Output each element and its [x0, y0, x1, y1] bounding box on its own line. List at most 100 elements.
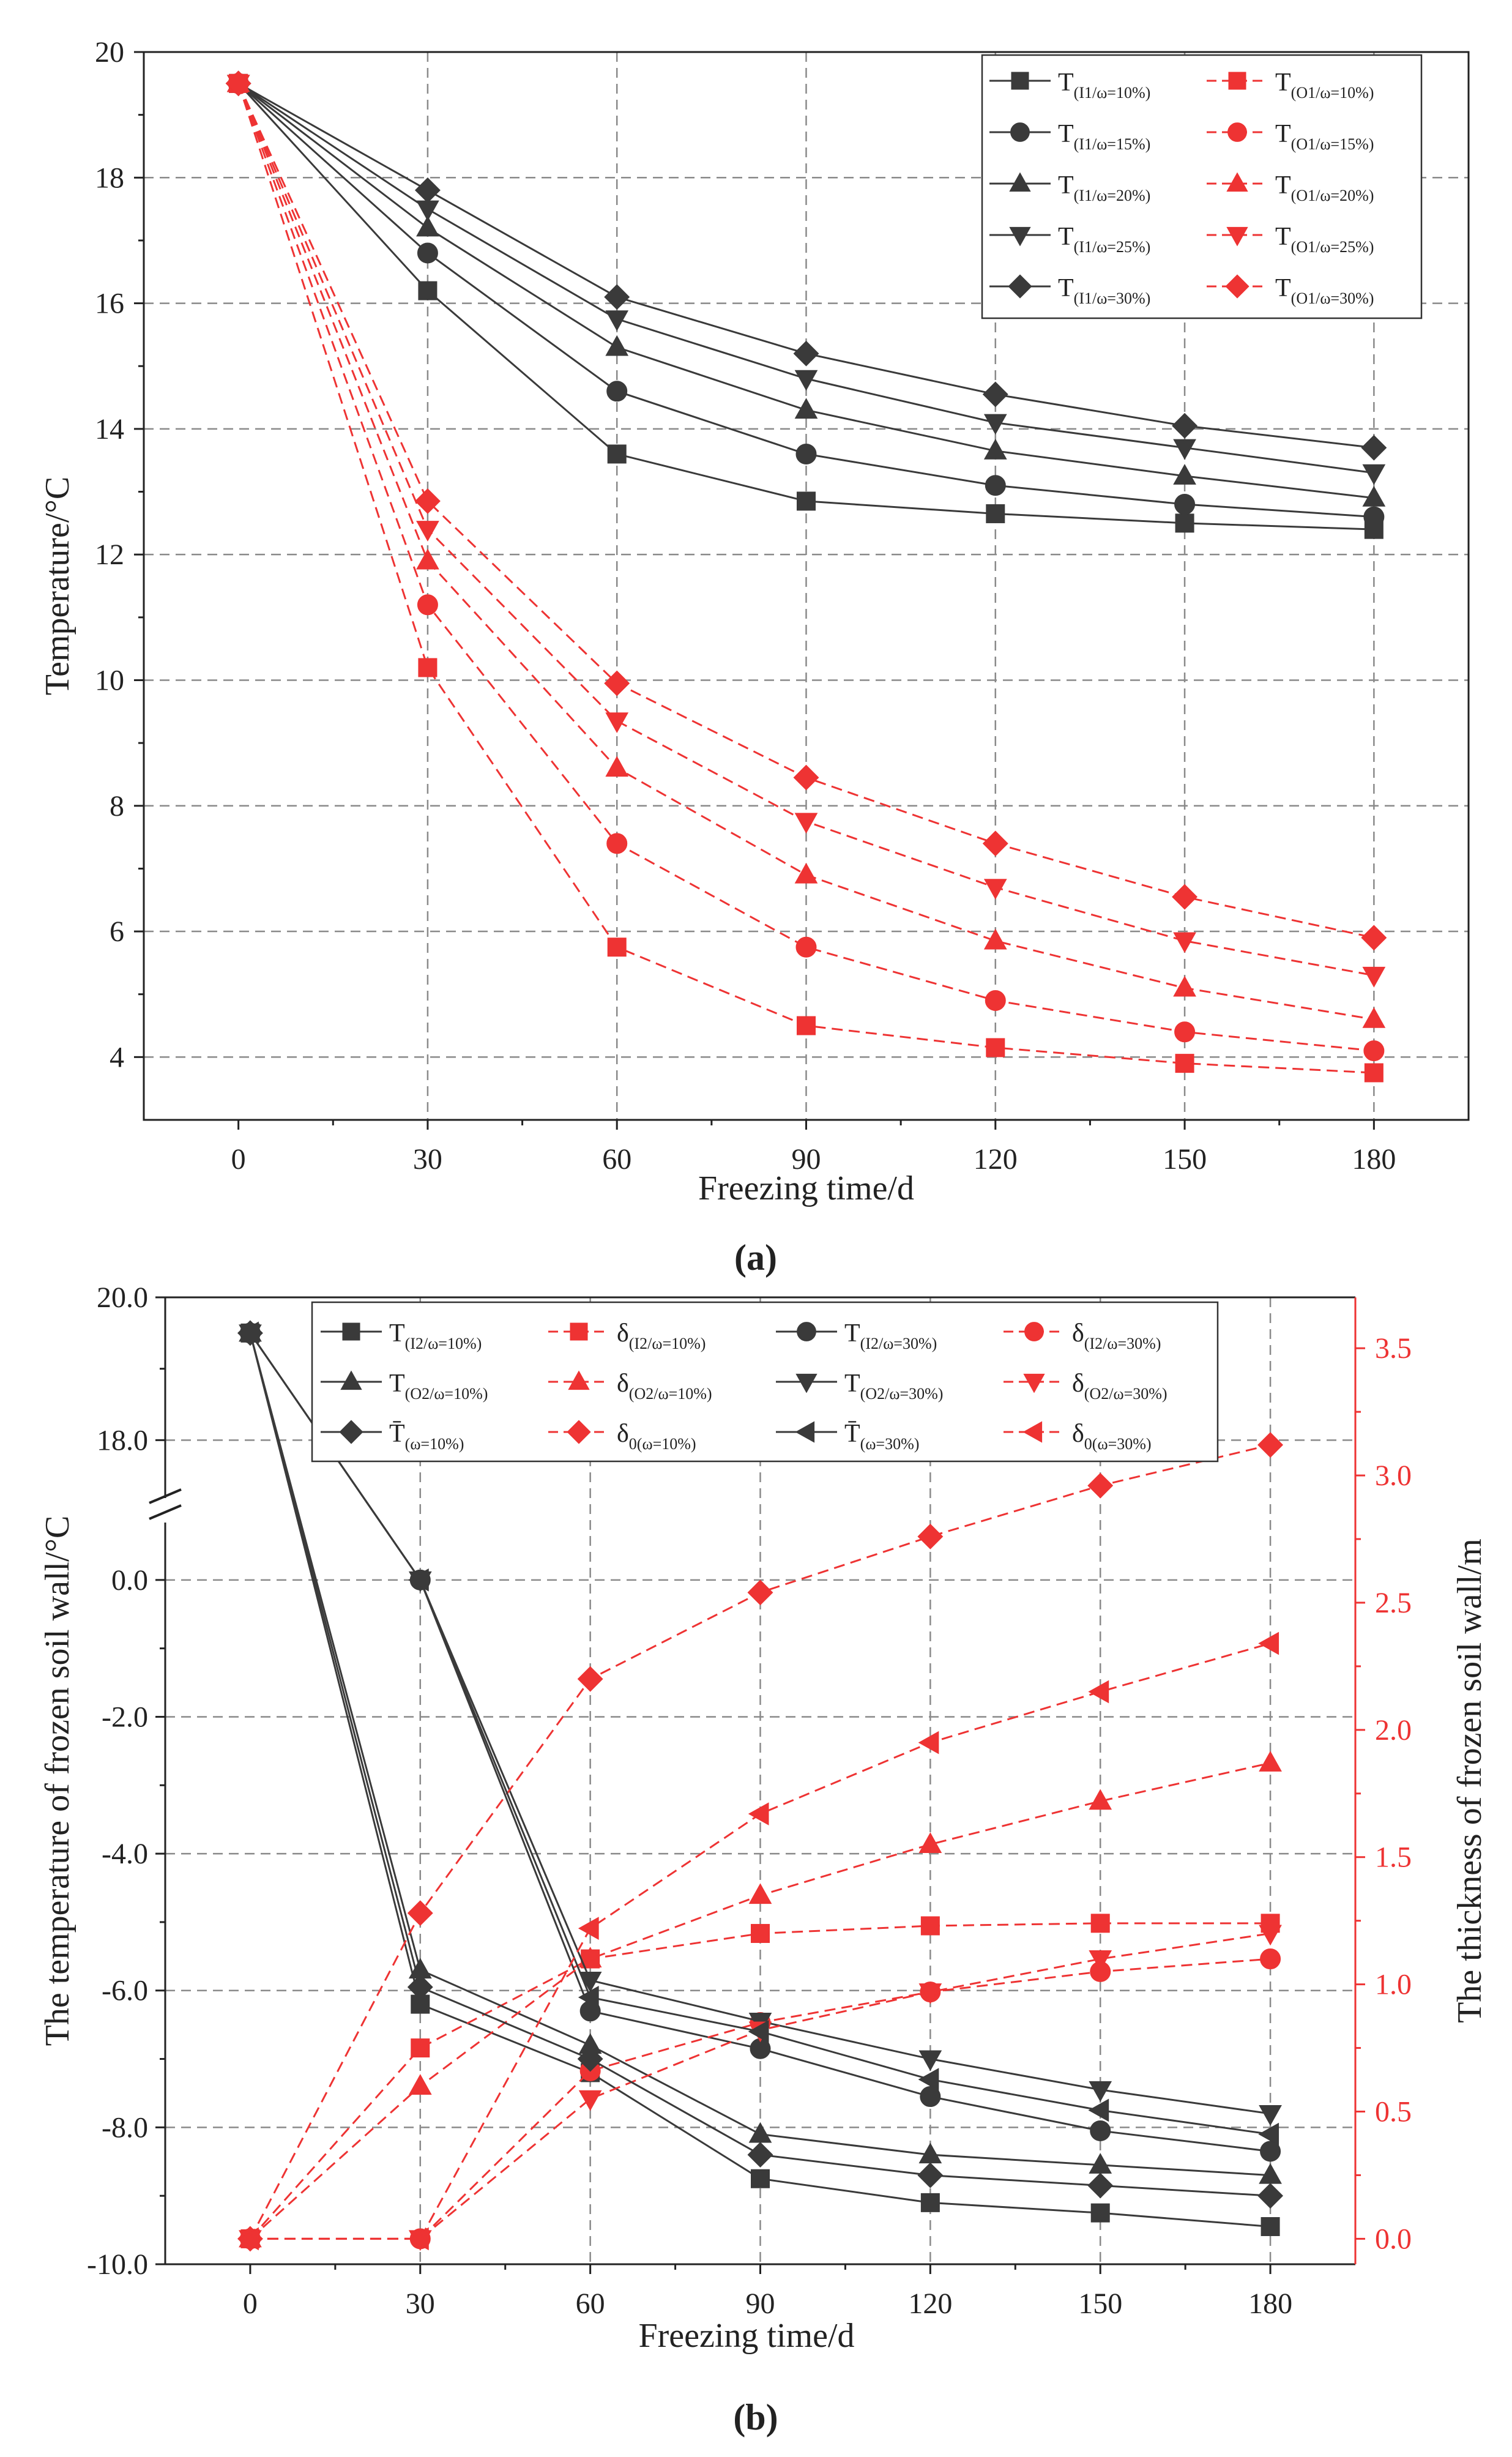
- y-tick-label: 18: [95, 162, 124, 194]
- data-point: [920, 2086, 941, 2108]
- data-point: [225, 70, 251, 97]
- data-point: [794, 370, 818, 391]
- data-point: [1259, 1925, 1282, 1946]
- data-point: [1362, 464, 1386, 485]
- y-axis-title: The temperature of frozen soil wall/°C: [39, 1516, 76, 2046]
- data-point: [577, 1666, 603, 1692]
- data-point: [1088, 1680, 1109, 1704]
- legend-label: T(O2/ω=10%): [389, 1370, 488, 1403]
- data-point: [1087, 1472, 1114, 1499]
- data-point: [747, 1579, 773, 1606]
- y-axis-title: Temperature/°C: [39, 477, 76, 695]
- data-point: [1258, 1631, 1279, 1655]
- legend-entry-o2-30: δ(O2/ω=30%): [1004, 1370, 1168, 1403]
- legend-marker: [1009, 226, 1031, 247]
- legend-label: T(I1/ω=10%): [1058, 69, 1150, 102]
- data-point: [1257, 2183, 1284, 2209]
- legend-entry-o2-10: δ(O2/ω=10%): [548, 1370, 712, 1403]
- legend-marker: [1227, 122, 1247, 142]
- data-point: [794, 862, 818, 884]
- legend-entry-t-i1-30: T(I1/ω=30%): [989, 274, 1150, 307]
- x-tick-label: 30: [406, 2287, 435, 2320]
- legend-b: T(I2/ω=10%) δ(I2/ω=10%) T(I2/ω=30%) δ(I2/ω=…: [311, 1301, 1219, 1463]
- y-tick-label: 0.0: [111, 1564, 148, 1597]
- data-point: [607, 444, 627, 464]
- legend-entry-t-o2-10: T(O2/ω=10%): [321, 1370, 488, 1403]
- legend-marker: [342, 1322, 360, 1341]
- y-tick-label: -2.0: [102, 1701, 148, 1733]
- data-point: [1261, 2217, 1280, 2236]
- x-tick-label: 0: [231, 1143, 246, 1176]
- data-point: [793, 340, 819, 367]
- x-tick-label: 150: [1078, 2287, 1122, 2320]
- data-point: [920, 1916, 940, 1936]
- legend-marker: [1008, 274, 1032, 299]
- data-point: [797, 1016, 816, 1035]
- data-point: [1259, 1751, 1282, 1772]
- data-point: [1257, 1432, 1284, 1458]
- data-point: [748, 2122, 772, 2143]
- data-point: [408, 1568, 429, 1592]
- legend-entry-t-i2-30: T(I2/ω=30%): [776, 1319, 937, 1352]
- data-point: [606, 833, 628, 854]
- legend-a: T(I1/ω=10%) T(O1/ω=10%) T(I1/ω=15%) T(O1/ω=…: [981, 54, 1423, 319]
- legend-marker: [568, 1370, 590, 1390]
- data-point: [1089, 2081, 1112, 2102]
- data-point: [748, 1802, 769, 1825]
- x-tick-label: 150: [1163, 1143, 1207, 1176]
- legend-entry-t-i1-20: T(I1/ω=20%): [989, 171, 1150, 204]
- legend-entry-t-o1-20: T(O1/ω=20%): [1207, 171, 1374, 204]
- data-point: [1260, 1948, 1281, 1970]
- data-point: [1173, 975, 1196, 997]
- series-0-30: [238, 1631, 1279, 2251]
- caption-b: (b): [733, 2397, 778, 2437]
- x-axis-b: 0 30 60 90 120 150 180: [243, 2264, 1292, 2320]
- data-point: [1090, 2203, 1110, 2223]
- legend-label: δ(I2/ω=30%): [1072, 1319, 1161, 1352]
- legend-label: T(O1/ω=30%): [1275, 274, 1374, 307]
- data-point: [1087, 2172, 1114, 2199]
- legend-marker: [1228, 72, 1246, 90]
- y-tick-label: 10: [95, 664, 124, 696]
- data-point: [1089, 1950, 1112, 1971]
- legend-frame: [311, 1301, 1219, 1463]
- y-tick-label: 4: [110, 1041, 124, 1073]
- y-axis-b-right: 0.0 0.5 1.0 1.5 2.0 2.5 3.0 3.5: [1355, 1332, 1412, 2255]
- axis-break-mark: [149, 1488, 182, 1520]
- data-point: [1173, 439, 1196, 460]
- y-tick-label: 6: [110, 915, 124, 948]
- legend-entry-t-o1-10: T(O1/ω=10%): [1207, 69, 1374, 102]
- legend-entry-t-i1-15: T(I1/ω=15%): [989, 120, 1150, 153]
- data-point: [1364, 1063, 1384, 1083]
- data-point: [605, 712, 629, 733]
- legend-label: δ(I2/ω=10%): [617, 1319, 706, 1352]
- x-tick-label: 0: [243, 2287, 258, 2320]
- data-point: [985, 990, 1006, 1011]
- legend-label: T(O1/ω=15%): [1275, 120, 1374, 153]
- legend-label: δ0(ω=30%): [1072, 1420, 1152, 1453]
- data-point: [1258, 2122, 1279, 2146]
- data-point: [918, 1731, 939, 1754]
- data-point: [1088, 2098, 1109, 2122]
- data-point: [917, 2162, 944, 2188]
- data-point: [748, 2019, 769, 2043]
- x-tick-label: 60: [576, 2287, 605, 2320]
- y2-tick-label: 1.5: [1375, 1841, 1412, 1874]
- y-tick-label: 14: [95, 413, 124, 446]
- legend-marker: [795, 1373, 817, 1393]
- legend-marker: [1009, 172, 1031, 192]
- series-t-o1-30: [225, 70, 1387, 951]
- legend-entry-t-i1-25: T(I1/ω=25%): [989, 223, 1150, 256]
- data-point: [983, 879, 1007, 900]
- data-point: [578, 1947, 602, 1968]
- data-point: [1259, 2163, 1282, 2184]
- data-point: [747, 2142, 773, 2168]
- data-point: [418, 281, 438, 300]
- y-axis-b-left: -10.0 -8.0 -6.0 -4.0 -2.0 0.0 18.0 20.0: [87, 1281, 165, 2281]
- data-point: [414, 177, 441, 203]
- data-point: [920, 2193, 940, 2212]
- chart-a: 0 30 60 90 120 150 180 4 6 8 10 12 14 16 18 20 Freezing …: [39, 36, 1470, 1278]
- x-tick-label: 180: [1352, 1143, 1396, 1176]
- legend-label: δ0(ω=10%): [617, 1420, 696, 1453]
- data-point: [578, 2090, 602, 2111]
